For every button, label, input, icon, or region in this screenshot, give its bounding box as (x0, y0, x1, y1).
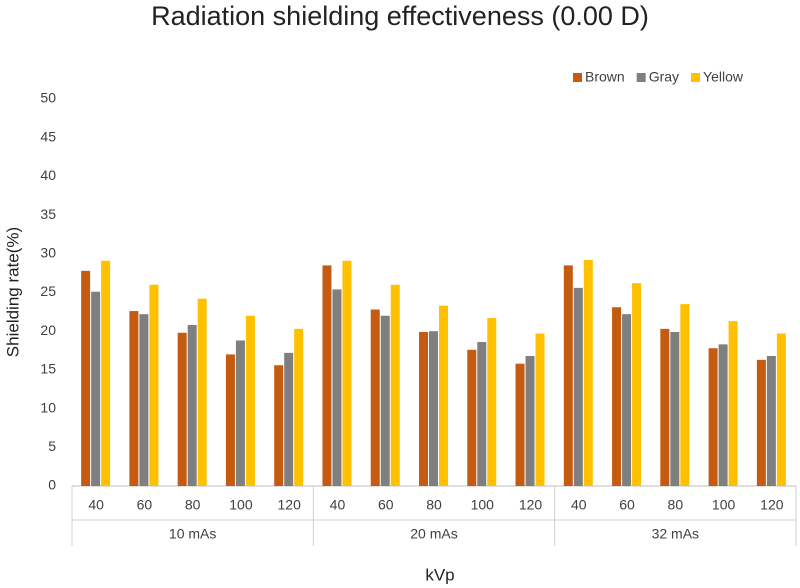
bar (81, 270, 91, 486)
group-label: 20 mAs (410, 526, 457, 542)
x-tick-label: 100 (712, 497, 736, 513)
y-tick-label: 25 (40, 283, 56, 299)
bar (728, 321, 738, 486)
x-tick-label: 80 (426, 497, 442, 513)
bar (390, 284, 400, 486)
bar (563, 265, 573, 486)
bar (766, 355, 776, 486)
y-tick-label: 30 (40, 245, 56, 261)
bar (177, 332, 187, 486)
legend-swatch (636, 73, 646, 82)
bar (632, 283, 642, 486)
legend-label: Gray (649, 69, 679, 85)
x-tick-label: 60 (137, 497, 153, 513)
x-axis-title: kVp (425, 565, 454, 584)
y-tick-label: 20 (40, 322, 56, 338)
bar (756, 359, 766, 486)
bar (129, 311, 139, 486)
bar (680, 304, 690, 486)
group-label: 32 mAs (652, 526, 699, 542)
bar (322, 265, 332, 486)
y-tick-label: 50 (40, 90, 56, 106)
bar (718, 344, 728, 486)
y-tick-label: 35 (40, 206, 56, 222)
y-tick-label: 10 (40, 399, 56, 415)
bar (274, 365, 284, 486)
bar (467, 349, 477, 486)
bar (342, 260, 352, 486)
bar (708, 348, 718, 486)
bar (332, 289, 342, 486)
x-tick-label: 120 (760, 497, 784, 513)
bar (245, 315, 255, 486)
chart-title: Radiation shielding effectiveness (0.00 … (151, 1, 649, 31)
y-tick-label: 15 (40, 361, 56, 377)
bar (149, 284, 159, 486)
legend-swatch (573, 73, 582, 82)
x-tick-label: 120 (519, 497, 543, 513)
bar (294, 328, 304, 486)
x-tick-label: 40 (330, 497, 346, 513)
y-tick-label: 0 (48, 477, 56, 493)
bar (187, 325, 197, 486)
bar (622, 314, 632, 486)
bar (670, 331, 680, 486)
x-tick-label: 40 (88, 497, 104, 513)
bar (139, 314, 149, 486)
bar (235, 340, 245, 486)
bar (380, 315, 390, 486)
bar (225, 354, 235, 486)
bar (429, 331, 438, 486)
bar (660, 328, 670, 486)
bar (284, 352, 294, 486)
bar (419, 331, 428, 486)
x-tick-label: 100 (229, 497, 253, 513)
y-axis-title: Shielding rate(%) (3, 227, 22, 357)
legend-label: Yellow (703, 69, 744, 85)
bar (515, 363, 525, 486)
x-tick-label: 80 (185, 497, 201, 513)
bar (370, 309, 380, 486)
group-label: 10 mAs (169, 526, 216, 542)
bar (612, 307, 622, 486)
bar (573, 287, 583, 486)
bar (487, 318, 497, 486)
bar (776, 333, 786, 486)
x-tick-label: 120 (278, 497, 302, 513)
bar (583, 259, 593, 486)
y-tick-label: 45 (40, 128, 56, 144)
bar (91, 291, 101, 486)
bar (535, 333, 545, 486)
y-tick-label: 40 (40, 167, 56, 183)
legend-label: Brown (585, 69, 625, 85)
x-tick-label: 80 (668, 497, 684, 513)
bar (525, 355, 535, 486)
y-tick-label: 5 (48, 438, 56, 454)
bar (197, 298, 207, 486)
x-tick-label: 40 (571, 497, 587, 513)
legend-swatch (691, 73, 701, 82)
x-tick-label: 100 (471, 497, 495, 513)
x-tick-label: 60 (619, 497, 635, 513)
bar (477, 342, 487, 486)
x-tick-label: 60 (378, 497, 394, 513)
bar (101, 260, 111, 486)
bar (439, 305, 448, 486)
